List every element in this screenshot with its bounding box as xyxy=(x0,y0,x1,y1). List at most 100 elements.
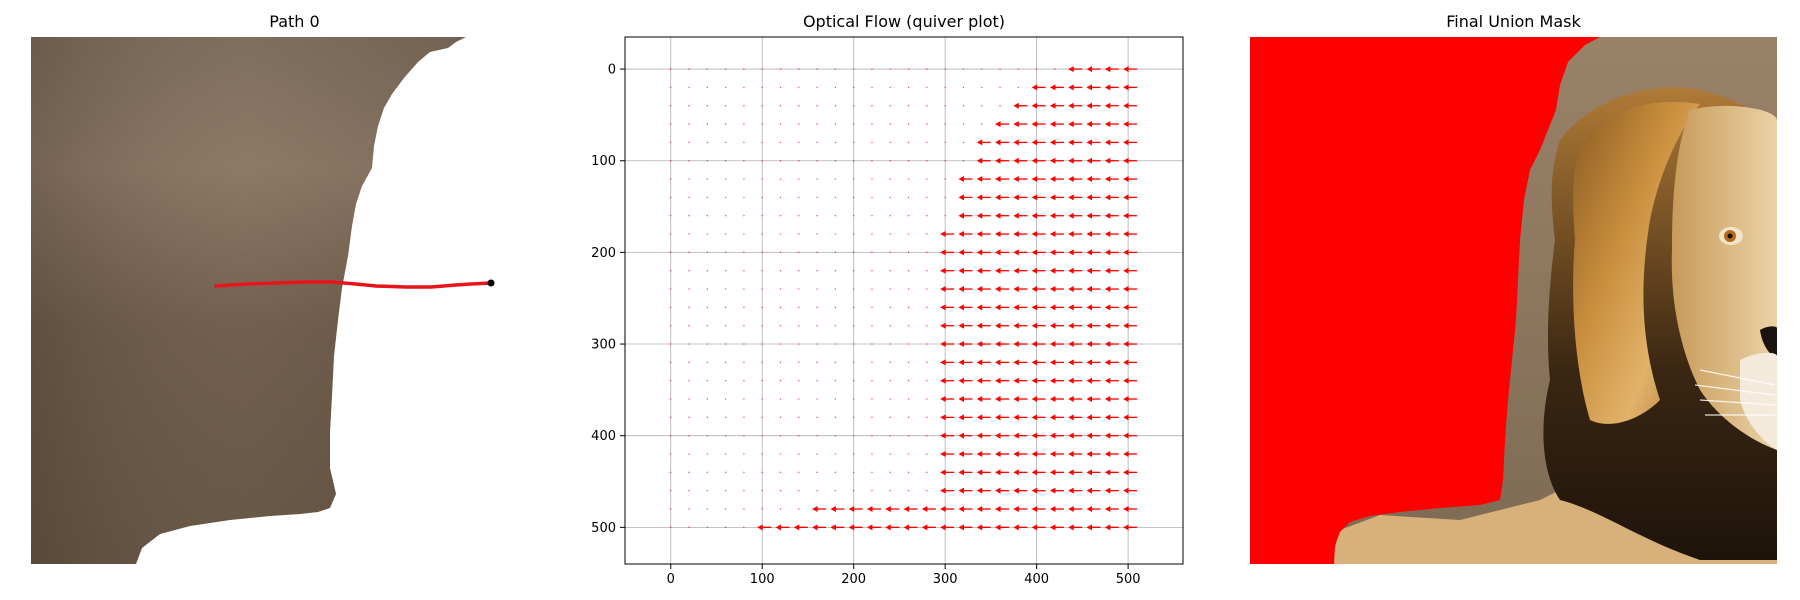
flow-arrow-head xyxy=(1031,432,1038,439)
flow-vector-dot xyxy=(706,526,709,529)
flow-ytick-label: 0 xyxy=(608,63,616,78)
flow-vector-dot xyxy=(926,325,928,327)
flow-vector-dot xyxy=(926,434,928,437)
flow-arrow-head xyxy=(940,377,946,384)
flow-vector-dot xyxy=(724,306,727,309)
flow-arrow-head xyxy=(903,524,910,531)
flow-arrow-head xyxy=(885,506,891,513)
flow-arrow-head xyxy=(1049,359,1056,366)
flow-arrow-head xyxy=(775,524,782,531)
flow-vector-dot xyxy=(852,251,855,254)
flow-arrow-head xyxy=(976,506,983,513)
flow-arrow-head xyxy=(1086,341,1093,348)
flow-arrow-head xyxy=(1031,341,1038,348)
flow-vector-dot xyxy=(944,105,946,107)
flow-vector-dot xyxy=(871,343,873,345)
flow-vector-dot xyxy=(724,379,727,382)
flow-vector-dot xyxy=(688,196,690,199)
flow-xtick-label: 200 xyxy=(841,572,866,587)
flow-vector-dot xyxy=(706,398,709,400)
flow-vector-dot xyxy=(926,288,928,290)
flow-arrow-head xyxy=(1123,84,1129,91)
flow-xtick-label: 400 xyxy=(1024,572,1049,587)
flow-arrow-head xyxy=(976,139,983,146)
flow-arrow-head xyxy=(1049,451,1056,458)
flow-vector-dot xyxy=(889,141,891,144)
flow-vector-dot xyxy=(871,471,873,474)
flow-vector-dot xyxy=(798,233,800,235)
flow-vector-dot xyxy=(743,489,745,492)
flow-vector-dot xyxy=(816,105,818,107)
flow-arrow-head xyxy=(1031,469,1038,476)
flow-vector-dot xyxy=(779,306,782,309)
flow-vector-dot xyxy=(889,306,891,309)
flow-vector-dot xyxy=(816,123,818,125)
flow-arrow-head xyxy=(1068,102,1074,109)
flow-vector-dot xyxy=(834,453,837,455)
flow-vector-dot xyxy=(889,233,891,235)
flow-vector-dot xyxy=(670,471,672,474)
flow-arrow-head xyxy=(976,469,983,476)
flow-arrow-head xyxy=(1086,286,1093,293)
flow-vector-dot xyxy=(761,288,763,290)
flow-vector-dot xyxy=(889,434,891,437)
flow-arrow-head xyxy=(1123,157,1129,164)
flow-vector-dot xyxy=(724,86,727,89)
flow-vector-dot xyxy=(688,160,690,162)
flow-vector-dot xyxy=(798,306,800,309)
flow-arrow-head xyxy=(1013,139,1019,146)
flow-arrow-head xyxy=(1086,469,1093,476)
flow-vector-dot xyxy=(670,361,672,364)
flow-arrow-head xyxy=(1013,176,1019,183)
flow-arrow-head xyxy=(1068,157,1074,164)
flow-ticks: 0 100 200 300 400 500 0 100 200 300 400 500 xyxy=(591,63,1140,587)
flow-arrow-head xyxy=(812,506,818,513)
flow-arrow-head xyxy=(1123,176,1129,183)
flow-vector-dot xyxy=(688,325,690,327)
flow-vector-dot xyxy=(743,361,745,364)
flow-vector-dot xyxy=(816,68,818,70)
flow-vector-dot xyxy=(889,68,891,70)
flow-vector-dot xyxy=(852,288,855,290)
flow-vector-dot xyxy=(761,160,763,162)
flow-arrow-head xyxy=(976,396,983,403)
flow-arrow-head xyxy=(1104,231,1111,238)
flow-vector-dot xyxy=(706,489,709,492)
flow-arrow-head xyxy=(1104,506,1111,513)
flow-grid-dots xyxy=(670,68,1056,529)
flow-arrow-head xyxy=(1086,157,1093,164)
flow-arrow-head xyxy=(1049,469,1056,476)
flow-arrow-head xyxy=(1049,322,1056,329)
flow-vector-dot xyxy=(798,105,800,107)
flow-arrow-head xyxy=(1104,524,1111,531)
flow-arrow-head xyxy=(976,194,983,201)
flow-arrow-head xyxy=(1104,469,1111,476)
flow-arrow-head xyxy=(958,451,964,458)
flow-arrow-head xyxy=(995,194,1001,201)
flow-arrow-head xyxy=(940,451,946,458)
flow-vector-dot xyxy=(852,416,855,419)
flow-vector-dot xyxy=(724,196,727,199)
flow-arrow-head xyxy=(1086,524,1093,531)
flow-vector-dot xyxy=(852,471,855,474)
flow-vector-dot xyxy=(852,270,855,272)
flow-arrow-head xyxy=(958,341,964,348)
flow-vector-dot xyxy=(670,325,672,327)
flow-arrow-head xyxy=(1123,524,1129,531)
flow-vector-dot xyxy=(871,123,873,125)
flow-arrow-head xyxy=(812,524,818,531)
flow-vector-dot xyxy=(816,398,818,400)
flow-arrow-head xyxy=(940,231,946,238)
flow-vector-dot xyxy=(743,251,745,254)
flow-arrow-head xyxy=(1104,396,1111,403)
flow-vector-dot xyxy=(798,68,800,70)
flow-vector-dot xyxy=(779,123,782,125)
flow-vector-dot xyxy=(761,196,763,199)
flow-vector-dot xyxy=(889,270,891,272)
flow-vector-dot xyxy=(871,270,873,272)
flow-vector-dot xyxy=(834,361,837,364)
flow-arrow-head xyxy=(1123,121,1129,128)
flow-arrow-head xyxy=(1031,102,1038,109)
flow-arrow-head xyxy=(1104,139,1111,146)
flow-vector-dot xyxy=(816,178,818,180)
